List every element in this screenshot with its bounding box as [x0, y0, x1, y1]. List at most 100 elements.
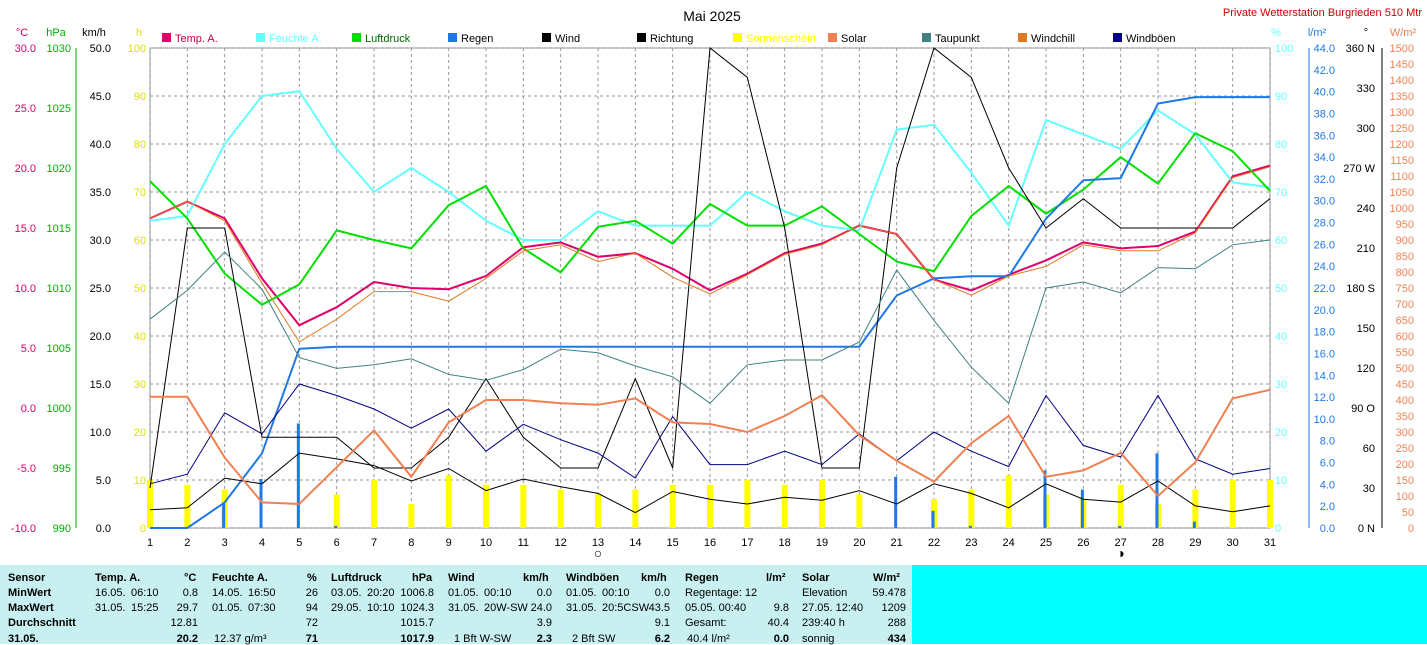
legend-swatch [828, 33, 837, 42]
axis-tick-humidity: 90 [1275, 91, 1287, 103]
sunshine-bar [557, 489, 564, 528]
legend-swatch [637, 33, 646, 42]
axis-tick-sun: 70 [134, 187, 146, 199]
axis-tick-rain: 12.0 [1314, 392, 1335, 404]
legend-label: Regen [461, 33, 493, 45]
axis-tick-sun: 30 [134, 379, 146, 391]
hum-last: 71 [305, 633, 318, 645]
series-line-windb-en [149, 383, 1271, 485]
rain-last: 0.0 [773, 633, 789, 645]
legend-swatch [922, 33, 931, 42]
axis-tick-rain: 28.0 [1314, 218, 1335, 230]
axis-tick-wind: 35.0 [90, 187, 111, 199]
axis-tick-wind: 0.0 [96, 523, 111, 535]
axis-tick-temp: 15.0 [15, 223, 36, 235]
axis-tick-solar: 850 [1396, 251, 1414, 263]
axis-tick-solar: 750 [1396, 283, 1414, 295]
sunshine-bar [819, 480, 825, 528]
axis-tick-direction: 0 N [1358, 523, 1375, 535]
press-min-date: 03.05. [331, 587, 362, 599]
x-tick-label: 22 [928, 537, 940, 549]
rain-sum-label: 40.4 l/m² [687, 633, 730, 645]
axis-tick-solar: 200 [1396, 459, 1414, 471]
press-header: Luftdruck [331, 572, 382, 584]
axis-tick-direction: 210 [1357, 243, 1375, 255]
axis-unit-sun: h [136, 27, 142, 39]
axis-tick-rain: 30.0 [1314, 196, 1335, 208]
x-tick-label: 21 [891, 537, 903, 549]
axis-tick-wind: 30.0 [90, 235, 111, 247]
axis-unit-pressure: hPa [46, 27, 66, 39]
legend-label: Windböen [1126, 33, 1176, 45]
wind-unit: km/h [523, 572, 549, 584]
rain-max-label: 05.05. 00:40 [685, 602, 747, 614]
axis-tick-rain: 36.0 [1314, 130, 1335, 142]
axis-tick-pressure: 990 [53, 523, 71, 535]
legend-label: Luftdruck [365, 33, 411, 45]
wind-min-time: 00:10 [484, 587, 512, 599]
legend-swatch [542, 33, 551, 42]
press-last: 1017.9 [400, 633, 434, 645]
x-tick-label: 17 [741, 537, 753, 549]
series-line-luftdruck [149, 131, 1271, 307]
hum-max-date: 01.05. [212, 602, 243, 614]
axis-tick-sun: 10 [134, 475, 146, 487]
hum-min-time: 16:50 [248, 587, 276, 599]
x-tick-label: 3 [222, 537, 228, 549]
statistics-panel [0, 565, 912, 644]
solar-unit: W/m² [873, 572, 900, 584]
axis-tick-rain: 8.0 [1320, 436, 1335, 448]
x-tick-label: 16 [704, 537, 716, 549]
x-tick-label: 29 [1189, 537, 1201, 549]
axis-tick-rain: 20.0 [1314, 305, 1335, 317]
solar-last: 434 [887, 633, 906, 645]
rain-bar [1118, 525, 1122, 528]
axis-tick-sun: 100 [128, 43, 146, 55]
rain-bar [894, 476, 898, 528]
axis-tick-humidity: 40 [1275, 331, 1287, 343]
axis-tick-wind: 50.0 [90, 43, 111, 55]
press-min: 1006.8 [400, 587, 434, 599]
axis-tick-direction: 30 [1363, 483, 1375, 495]
axis-tick-solar: 1350 [1390, 91, 1414, 103]
axis-tick-pressure: 1010 [47, 283, 71, 295]
sunshine-bar [1005, 475, 1012, 528]
wind-bft: 1 Bft W-SW [454, 633, 512, 645]
legend-swatch [352, 33, 361, 42]
axis-tick-temp: -10.0 [11, 523, 36, 535]
wind-avg: 3.9 [536, 617, 552, 629]
hum-unit: % [307, 572, 317, 584]
series-line-wind [149, 452, 1271, 514]
x-tick-label: 25 [1040, 537, 1052, 549]
legend-swatch [256, 33, 265, 42]
wind-header: Wind [448, 572, 475, 584]
axis-tick-rain: 24.0 [1314, 261, 1335, 273]
axis-tick-solar: 250 [1396, 443, 1414, 455]
solar-state-label: sonnig [802, 633, 835, 645]
x-tick-label: 15 [667, 537, 679, 549]
series-line-windchill [149, 166, 1271, 343]
wind-max-date: 31.05. [448, 602, 479, 614]
axis-tick-solar: 500 [1396, 363, 1414, 375]
solar-hours-label: 239:40 h [802, 617, 845, 629]
sunshine-bar [445, 475, 452, 528]
axis-tick-temp: 0.0 [21, 403, 36, 415]
hum-max: 94 [305, 602, 318, 614]
row-label-avg: Durchschnitt [8, 617, 76, 629]
axis-tick-rain: 38.0 [1314, 108, 1335, 120]
axis-tick-wind: 5.0 [96, 475, 111, 487]
legend-swatch [1018, 33, 1027, 42]
axis-tick-direction: 360 N [1346, 43, 1375, 55]
wind-min-date: 01.05. [448, 587, 479, 599]
row-label-min: MinWert [8, 587, 52, 599]
axis-tick-solar: 450 [1396, 379, 1414, 391]
axis-tick-solar: 300 [1396, 427, 1414, 439]
x-tick-label: 24 [1003, 537, 1015, 549]
station-label: Private Wetterstation Burgrieden 510 Mtr [1223, 7, 1422, 19]
temp-avg: 12.81 [170, 617, 198, 629]
sunshine-bar [968, 489, 975, 528]
rain-bar [334, 525, 338, 528]
legend-swatch [162, 33, 171, 42]
axis-tick-direction: 150 [1357, 323, 1375, 335]
axis-tick-rain: 0.0 [1320, 523, 1335, 535]
